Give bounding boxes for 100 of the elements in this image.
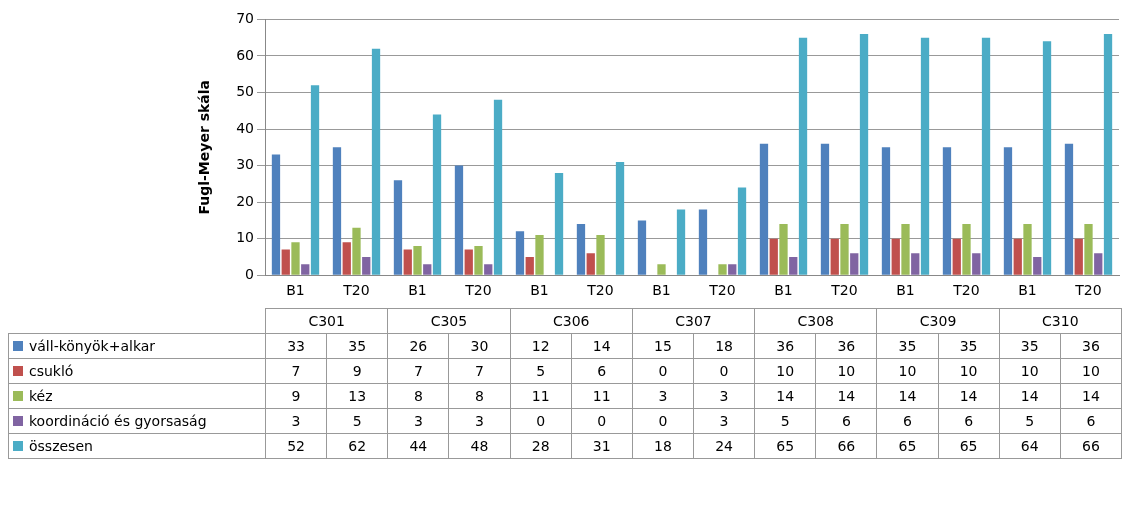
bar <box>474 245 483 275</box>
data-label: 7 <box>448 358 511 384</box>
data-label: 10 <box>999 358 1061 384</box>
data-label: 3 <box>693 408 755 434</box>
data-label: 7 <box>387 358 449 384</box>
data-label: 14 <box>571 333 633 359</box>
data-label: 7 <box>265 358 327 384</box>
bar <box>820 143 830 275</box>
legend-label: koordináció és gyorsaság <box>29 413 207 429</box>
bar <box>676 209 686 275</box>
bar <box>403 249 412 275</box>
data-label: 18 <box>632 433 694 459</box>
bar <box>718 264 727 275</box>
y-tick-label: 10 <box>236 229 254 246</box>
data-label: 14 <box>999 383 1061 409</box>
bar <box>454 165 464 275</box>
data-label: 36 <box>754 333 816 359</box>
text: C306 <box>510 308 633 334</box>
bar <box>535 235 544 275</box>
data-label: 3 <box>693 383 755 409</box>
data-label: 5 <box>999 408 1061 434</box>
bar <box>362 256 371 275</box>
data-label: 14 <box>815 383 877 409</box>
bar <box>432 114 442 275</box>
data-label: 35 <box>326 333 388 359</box>
data-label: 36 <box>815 333 877 359</box>
bar <box>1064 143 1074 275</box>
bar <box>759 143 769 275</box>
bar <box>310 85 320 275</box>
data-label: 9 <box>326 358 388 384</box>
bar <box>596 235 605 275</box>
bar <box>493 99 503 275</box>
x-tick-label: T20 <box>464 282 492 299</box>
x-tick-label: B1 <box>286 282 305 299</box>
text: C305 <box>387 308 511 334</box>
bar <box>911 253 920 275</box>
data-label: 3 <box>632 383 694 409</box>
data-label: 10 <box>754 358 816 384</box>
bar <box>554 172 564 275</box>
bar <box>464 249 473 275</box>
x-tick-label: T20 <box>1074 282 1102 299</box>
x-tick-label: T20 <box>586 282 614 299</box>
data-label: 6 <box>938 408 1000 434</box>
bar <box>1103 34 1113 275</box>
data-label: 5 <box>326 408 388 434</box>
bar <box>271 154 281 275</box>
bar <box>657 264 666 275</box>
bar <box>972 253 981 275</box>
bar <box>798 37 808 275</box>
y-tick-label: 20 <box>236 192 254 209</box>
data-label: 52 <box>265 433 327 459</box>
bar <box>789 256 798 275</box>
x-tick-label: B1 <box>774 282 793 299</box>
data-label: 24 <box>693 433 755 459</box>
data-label: 26 <box>387 333 449 359</box>
data-label: 14 <box>876 383 939 409</box>
x-tick-label: T20 <box>708 282 736 299</box>
data-label: 10 <box>938 358 1000 384</box>
y-tick-label: 70 <box>236 10 254 27</box>
data-label: 6 <box>876 408 939 434</box>
data-label: 14 <box>938 383 1000 409</box>
data-label: 62 <box>326 433 388 459</box>
data-label: 0 <box>510 408 572 434</box>
bar <box>484 264 493 275</box>
bar <box>281 249 290 275</box>
data-label: 48 <box>448 433 511 459</box>
y-tick-label: 40 <box>236 119 254 136</box>
data-label: 36 <box>1060 333 1122 359</box>
bar <box>637 220 647 275</box>
data-label: 35 <box>999 333 1061 359</box>
bar <box>615 161 625 275</box>
data-label: 0 <box>571 408 633 434</box>
data-label: 10 <box>1060 358 1122 384</box>
bar <box>1074 238 1083 275</box>
data-label: 33 <box>265 333 327 359</box>
data-label: 66 <box>815 433 877 459</box>
data-label: 65 <box>938 433 1000 459</box>
bar <box>576 224 586 275</box>
y-tick-label: 0 <box>245 265 254 282</box>
data-label: 6 <box>815 408 877 434</box>
x-tick-label: T20 <box>952 282 980 299</box>
data-label: 0 <box>632 358 694 384</box>
bar <box>332 147 342 275</box>
y-tick-label: 60 <box>236 46 254 63</box>
bar <box>525 256 534 275</box>
bar <box>779 224 788 275</box>
x-tick-label: B1 <box>408 282 427 299</box>
x-tick-label: T20 <box>830 282 858 299</box>
bar <box>586 253 595 275</box>
legend-label: csukló <box>29 363 74 379</box>
x-tick-label: B1 <box>652 282 671 299</box>
text: C310 <box>999 308 1122 334</box>
bar <box>371 48 381 275</box>
bar <box>698 209 708 275</box>
text: C301 <box>265 308 388 334</box>
bar <box>342 242 351 275</box>
x-tick-label: B1 <box>1018 282 1037 299</box>
bar <box>352 227 361 275</box>
data-label: 3 <box>265 408 327 434</box>
data-label: 12 <box>510 333 572 359</box>
